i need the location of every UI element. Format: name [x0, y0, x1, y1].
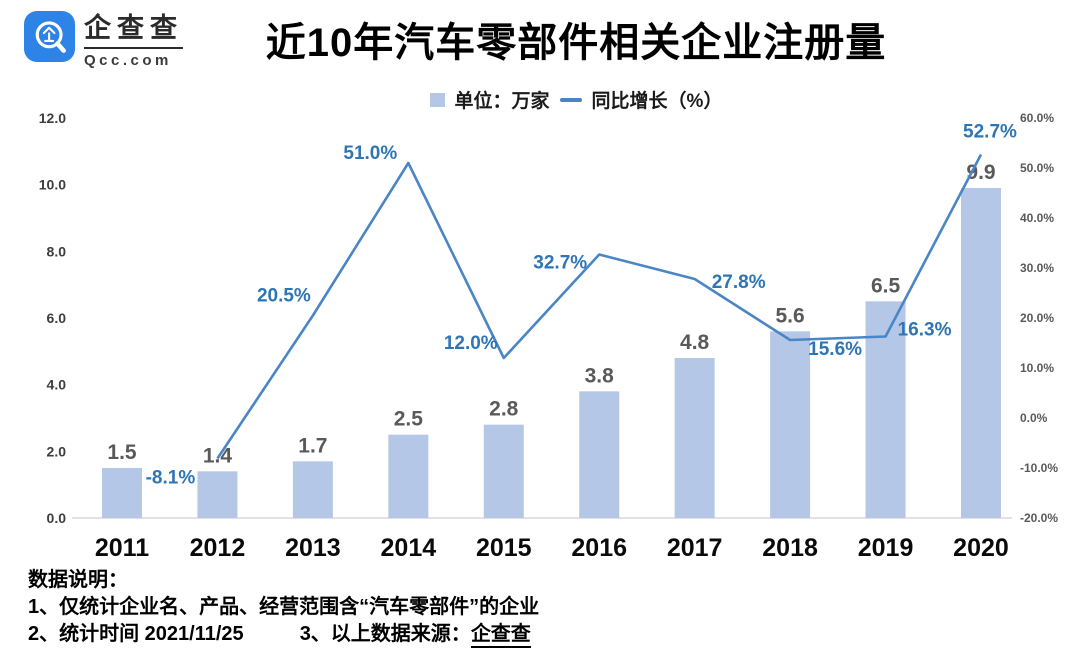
- bar-value-label: 2.5: [394, 408, 424, 431]
- growth-label: 15.6%: [808, 339, 862, 360]
- growth-label: 16.3%: [898, 320, 952, 341]
- year-label: 2013: [285, 534, 341, 562]
- bar-value-label: 1.7: [298, 434, 327, 457]
- growth-label: -8.1%: [146, 468, 196, 489]
- right-axis-tick: 10.0%: [1020, 361, 1054, 375]
- bar-2016: [579, 391, 620, 518]
- right-axis-tick: -10.0%: [1020, 461, 1058, 475]
- chart-legend: 单位：万家 同比增长（%）: [71, 86, 1081, 113]
- left-axis-tick: 12.0: [39, 110, 66, 126]
- qcc-logo-text: 企查查 Qcc.com: [84, 11, 183, 69]
- note-3-source: 企查查: [470, 623, 531, 648]
- year-label: 2016: [571, 534, 627, 562]
- year-label: 2020: [953, 534, 1009, 562]
- line-legend-label: 同比增长（%）: [591, 91, 723, 112]
- left-axis-tick: 4.0: [47, 377, 67, 393]
- bar-value-label: 5.6: [776, 304, 805, 327]
- brand-domain: Qcc.com: [84, 51, 172, 69]
- note-3-prefix: 3、以上数据来源：: [299, 623, 471, 645]
- year-label: 2018: [762, 534, 818, 562]
- right-axis-tick: 40.0%: [1020, 211, 1054, 225]
- right-axis-tick: -20.0%: [1020, 511, 1058, 525]
- bar-value-label: 2.8: [489, 398, 519, 421]
- right-axis-tick: 30.0%: [1020, 261, 1054, 275]
- note-line-2: 2、统计时间 2021/11/25 3、以上数据来源：企查查: [28, 621, 539, 648]
- data-notes: 数据说明： 1、仅统计企业名、产品、经营范围含“汽车零部件”的企业 2、统计时间…: [28, 567, 539, 648]
- bar-legend-swatch: [429, 92, 445, 107]
- qcc-logo-icon: [24, 11, 75, 62]
- growth-label: 51.0%: [343, 143, 397, 164]
- qcc-logo: 企查查 Qcc.com: [24, 11, 183, 69]
- left-axis-tick: 8.0: [47, 243, 67, 259]
- bar-2014: [388, 434, 429, 518]
- left-axis-tick: 0.0: [47, 510, 67, 526]
- right-axis-tick: 0.0%: [1020, 411, 1048, 425]
- bar-value-label: 4.8: [680, 331, 710, 354]
- growth-label: 12.0%: [444, 333, 498, 354]
- bar-2013: [292, 461, 333, 518]
- bar-value-label: 1.5: [107, 441, 137, 464]
- year-label: 2019: [858, 534, 914, 562]
- year-label: 2017: [667, 534, 723, 562]
- year-label: 2014: [381, 534, 437, 562]
- notes-title: 数据说明：: [28, 569, 128, 591]
- note-2: 2、统计时间 2021/11/25: [28, 623, 244, 645]
- left-axis-tick: 6.0: [47, 310, 67, 326]
- growth-label: 52.7%: [963, 122, 1017, 143]
- bar-legend-label: 单位：万家: [454, 91, 550, 112]
- bar-2018: [770, 331, 811, 518]
- left-axis-tick: 10.0: [39, 177, 66, 193]
- bar-value-label: 3.8: [585, 364, 615, 387]
- growth-label: 20.5%: [257, 286, 311, 307]
- year-label: 2011: [95, 534, 149, 562]
- growth-label: 32.7%: [533, 253, 587, 274]
- bar-2020: [960, 188, 1001, 518]
- left-axis-tick: 2.0: [47, 443, 67, 459]
- bar-2012: [197, 471, 238, 518]
- bar-2011: [102, 468, 142, 518]
- right-axis-tick: 50.0%: [1020, 161, 1054, 175]
- growth-label: 27.8%: [712, 272, 766, 293]
- year-label: 2015: [476, 534, 532, 562]
- chart-title: 近10年汽车零部件相关企业注册量: [265, 21, 887, 65]
- magnifier-q-icon: [35, 20, 66, 53]
- bar-2015: [483, 424, 524, 518]
- growth-line: [216, 153, 983, 460]
- bar-2017: [674, 358, 715, 518]
- year-label: 2012: [190, 534, 246, 562]
- right-axis-tick: 60.0%: [1020, 111, 1054, 125]
- bar-value-label: 6.5: [871, 274, 901, 297]
- right-axis-tick: 20.0%: [1020, 311, 1054, 325]
- brand-name-cn: 企查查: [84, 13, 183, 49]
- line-legend-swatch: [559, 97, 582, 102]
- note-line-1: 1、仅统计企业名、产品、经营范围含“汽车零部件”的企业: [28, 596, 540, 618]
- bar-value-label: 1.4: [203, 444, 233, 467]
